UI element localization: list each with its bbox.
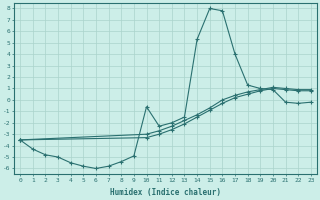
X-axis label: Humidex (Indice chaleur): Humidex (Indice chaleur) bbox=[110, 188, 221, 197]
